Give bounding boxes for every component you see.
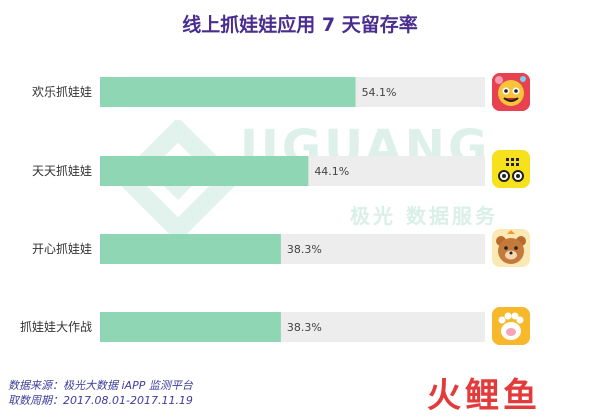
yellow-face-app-icon xyxy=(492,150,530,188)
bar xyxy=(100,234,281,264)
chart-title: 线上抓娃娃应用 7 天留存率 xyxy=(182,14,418,36)
data-label: 54.1% xyxy=(362,86,397,99)
footer: 数据来源：极光大数据 iAPP 监测平台 取数周期：2017.08.01-201… xyxy=(8,378,193,408)
data-label: 38.3% xyxy=(287,321,322,334)
brand-logo: 火鲤鱼 xyxy=(427,376,541,416)
data-label: 38.3% xyxy=(287,243,322,256)
category-label: 开心抓娃娃 xyxy=(32,242,92,256)
data-label: 44.1% xyxy=(314,165,349,178)
candy-face-app-icon xyxy=(492,73,530,111)
category-label: 抓娃娃大作战 xyxy=(20,320,92,334)
cat-paw-app-icon xyxy=(492,307,530,345)
category-label: 欢乐抓娃娃 xyxy=(32,84,92,99)
data-source: 数据来源：极光大数据 iAPP 监测平台 xyxy=(8,379,193,392)
bar xyxy=(100,312,281,342)
category-label: 天天抓娃娃 xyxy=(32,164,92,178)
bear-app-icon xyxy=(492,229,530,267)
bar xyxy=(100,156,309,186)
watermark-tagline: 极光 数据服务 xyxy=(350,204,498,228)
bar xyxy=(100,77,356,107)
data-period: 取数周期：2017.08.01-2017.11.19 xyxy=(8,394,193,407)
